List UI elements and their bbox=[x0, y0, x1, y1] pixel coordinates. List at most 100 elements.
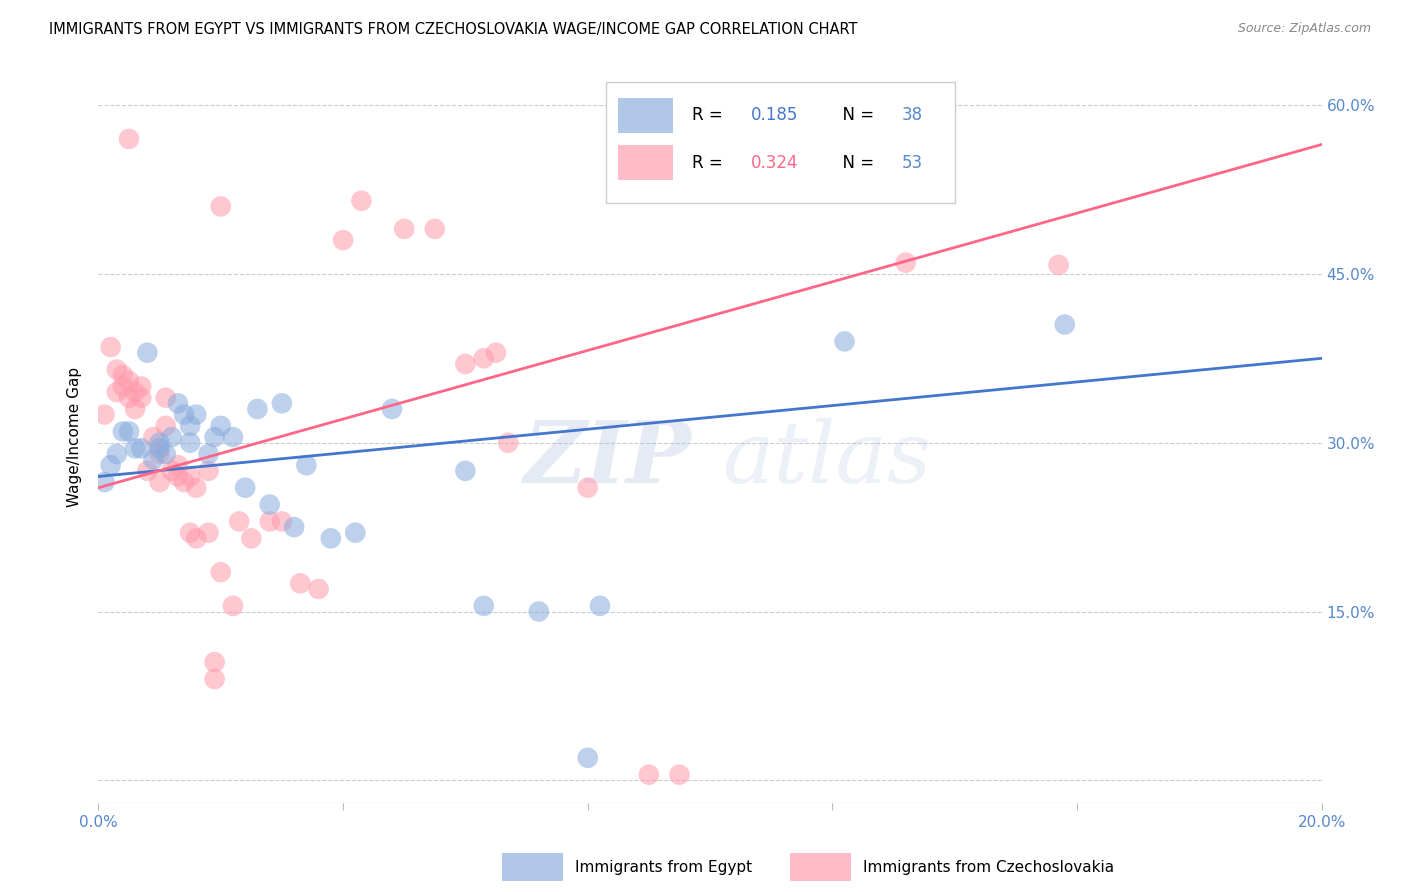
Point bbox=[270, 515, 292, 529]
Point bbox=[142, 452, 165, 467]
Point bbox=[142, 430, 165, 444]
Point bbox=[118, 374, 141, 388]
Point bbox=[100, 340, 122, 354]
Point bbox=[149, 475, 172, 489]
Text: IMMIGRANTS FROM EGYPT VS IMMIGRANTS FROM CZECHOSLOVAKIA WAGE/INCOME GAP CORRELAT: IMMIGRANTS FROM EGYPT VS IMMIGRANTS FROM… bbox=[49, 22, 858, 37]
Point bbox=[204, 430, 226, 444]
Point bbox=[186, 532, 208, 546]
Point bbox=[454, 357, 477, 371]
Point bbox=[496, 435, 519, 450]
Point bbox=[179, 418, 201, 433]
Point bbox=[485, 345, 508, 359]
Point bbox=[197, 525, 219, 540]
Point bbox=[173, 475, 195, 489]
Point bbox=[118, 391, 141, 405]
Point bbox=[308, 582, 330, 596]
Point bbox=[167, 469, 190, 483]
Text: R =: R = bbox=[692, 153, 728, 172]
Point bbox=[105, 362, 128, 376]
Point bbox=[1047, 258, 1070, 272]
Point bbox=[209, 199, 232, 213]
Point bbox=[350, 194, 373, 208]
Point bbox=[124, 442, 146, 456]
Text: ZIP: ZIP bbox=[524, 417, 692, 500]
FancyBboxPatch shape bbox=[606, 82, 955, 203]
Point bbox=[423, 222, 446, 236]
Point bbox=[149, 442, 172, 456]
Text: N =: N = bbox=[832, 153, 880, 172]
Point bbox=[290, 576, 312, 591]
Point bbox=[283, 520, 305, 534]
Text: 38: 38 bbox=[903, 106, 924, 124]
Y-axis label: Wage/Income Gap: Wage/Income Gap bbox=[67, 367, 83, 508]
Point bbox=[270, 396, 292, 410]
Point bbox=[136, 464, 159, 478]
Point bbox=[111, 425, 134, 439]
Point bbox=[894, 255, 917, 269]
Point bbox=[160, 464, 183, 478]
Point bbox=[228, 515, 250, 529]
Point bbox=[197, 464, 219, 478]
Point bbox=[209, 418, 232, 433]
Point bbox=[129, 391, 152, 405]
Point bbox=[160, 430, 183, 444]
Point bbox=[179, 525, 201, 540]
Point bbox=[295, 458, 318, 473]
Point bbox=[222, 430, 245, 444]
Point bbox=[589, 599, 612, 613]
Point bbox=[204, 672, 226, 686]
Text: Immigrants from Czechoslovakia: Immigrants from Czechoslovakia bbox=[863, 860, 1114, 875]
Point bbox=[93, 408, 115, 422]
Point bbox=[381, 401, 404, 416]
Point bbox=[197, 447, 219, 461]
Point bbox=[129, 379, 152, 393]
Text: 0.185: 0.185 bbox=[751, 106, 797, 124]
Point bbox=[233, 481, 256, 495]
Point bbox=[472, 351, 495, 366]
Point bbox=[668, 767, 690, 781]
Text: 53: 53 bbox=[903, 153, 924, 172]
Text: Source: ZipAtlas.com: Source: ZipAtlas.com bbox=[1237, 22, 1371, 36]
Point bbox=[344, 525, 367, 540]
Point bbox=[124, 385, 146, 400]
Point bbox=[332, 233, 354, 247]
FancyBboxPatch shape bbox=[790, 854, 851, 881]
Point bbox=[155, 418, 177, 433]
Point bbox=[576, 481, 599, 495]
Text: N =: N = bbox=[832, 106, 880, 124]
Point bbox=[179, 435, 201, 450]
Text: 0.324: 0.324 bbox=[751, 153, 797, 172]
FancyBboxPatch shape bbox=[619, 98, 673, 133]
Point bbox=[155, 447, 177, 461]
Point bbox=[179, 469, 201, 483]
Text: Immigrants from Egypt: Immigrants from Egypt bbox=[575, 860, 752, 875]
Point bbox=[149, 435, 172, 450]
Point bbox=[472, 599, 495, 613]
Point bbox=[1053, 318, 1076, 332]
Point bbox=[136, 345, 159, 359]
Point bbox=[100, 458, 122, 473]
Point bbox=[319, 532, 342, 546]
Point bbox=[259, 515, 281, 529]
Point bbox=[454, 464, 477, 478]
Point bbox=[167, 458, 190, 473]
Point bbox=[527, 605, 550, 619]
Point bbox=[246, 401, 269, 416]
Point bbox=[834, 334, 856, 349]
Point bbox=[259, 498, 281, 512]
Point bbox=[149, 447, 172, 461]
Point bbox=[222, 599, 245, 613]
Point bbox=[186, 481, 208, 495]
Point bbox=[167, 396, 190, 410]
FancyBboxPatch shape bbox=[619, 145, 673, 180]
Point bbox=[124, 401, 146, 416]
Point bbox=[209, 565, 232, 579]
Point bbox=[111, 379, 134, 393]
Point bbox=[186, 408, 208, 422]
Text: R =: R = bbox=[692, 106, 728, 124]
Point bbox=[129, 442, 152, 456]
Point bbox=[111, 368, 134, 383]
Point bbox=[204, 655, 226, 669]
Text: atlas: atlas bbox=[723, 417, 931, 500]
Point bbox=[93, 475, 115, 489]
